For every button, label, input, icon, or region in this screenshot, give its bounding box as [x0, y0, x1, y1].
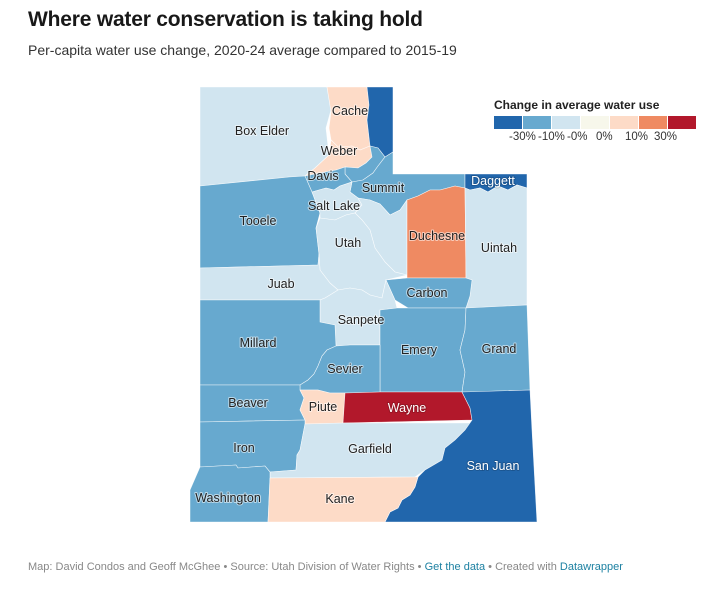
legend-swatch [668, 116, 696, 129]
footer: Map: David Condos and Geoff McGhee • Sou… [28, 561, 623, 573]
county-label-sanpete: Sanpete [338, 313, 385, 327]
county-label-carbon: Carbon [407, 286, 448, 300]
county-washington[interactable] [189, 464, 271, 523]
county-label-emery: Emery [401, 343, 438, 357]
footer-created-with: Created with [495, 561, 557, 573]
county-label-duchesne: Duchesne [409, 229, 465, 243]
county-label-tooele: Tooele [240, 214, 277, 228]
county-label-daggett: Daggett [471, 174, 515, 188]
county-label-millard: Millard [240, 336, 277, 350]
legend-label: 30% [654, 131, 678, 143]
county-cache[interactable] [326, 86, 371, 151]
county-label-grand: Grand [482, 342, 517, 356]
legend-label: -0% [567, 131, 588, 143]
county-label-san-juan: San Juan [467, 459, 520, 473]
legend-swatch [639, 116, 667, 129]
county-label-kane: Kane [325, 492, 354, 506]
county-label-salt-lake: Salt Lake [308, 199, 360, 213]
footer-source: Source: Utah Division of Water Rights [230, 561, 415, 573]
county-label-iron: Iron [233, 441, 255, 455]
chart-title: Where water conservation is taking hold [28, 8, 423, 31]
county-kane[interactable] [267, 476, 419, 523]
county-label-davis: Davis [307, 169, 338, 183]
legend-labels: -30% -10% -0% 0% 10% 30% [494, 131, 697, 145]
legend-swatch [552, 116, 580, 129]
county-label-garfield: Garfield [348, 442, 392, 456]
county-label-weber: Weber [321, 144, 358, 158]
footer-separator: • [485, 561, 496, 573]
legend-label: 0% [596, 131, 613, 143]
county-label-uintah: Uintah [481, 241, 517, 255]
legend: Change in average water use -30% -10% -0% 0… [494, 98, 697, 145]
legend-label: -10% [538, 131, 565, 143]
county-label-box-elder: Box Elder [235, 124, 289, 138]
get-the-data-link[interactable]: Get the data [424, 561, 486, 573]
legend-swatch [523, 116, 551, 129]
legend-swatch [494, 116, 522, 129]
legend-label: 10% [625, 131, 649, 143]
county-label-juab: Juab [267, 277, 294, 291]
footer-credit: Map: David Condos and Geoff McGhee [28, 561, 221, 573]
legend-swatch [581, 116, 609, 129]
county-label-summit: Summit [362, 181, 405, 195]
legend-title: Change in average water use [494, 98, 660, 112]
footer-separator: • [220, 561, 231, 573]
legend-swatches [494, 116, 697, 129]
county-label-cache: Cache [332, 104, 368, 118]
county-label-beaver: Beaver [228, 396, 268, 410]
county-label-piute: Piute [309, 400, 338, 414]
datawrapper-link[interactable]: Datawrapper [559, 561, 623, 573]
county-label-wayne: Wayne [388, 401, 426, 415]
county-carbon[interactable] [385, 277, 473, 309]
legend-label: -30% [509, 131, 536, 143]
footer-separator: • [414, 561, 425, 573]
county-label-washington: Washington [195, 491, 261, 505]
county-label-utah: Utah [335, 236, 361, 250]
chart-subtitle: Per-capita water use change, 2020-24 ave… [28, 42, 457, 58]
county-label-sevier: Sevier [327, 362, 362, 376]
legend-swatch [610, 116, 638, 129]
